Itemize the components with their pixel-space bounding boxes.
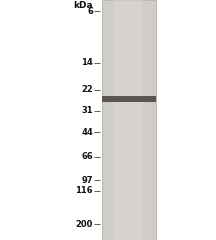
Text: 31: 31 — [81, 106, 93, 115]
Text: 6: 6 — [87, 6, 93, 16]
Text: 66: 66 — [81, 152, 93, 161]
Text: kDa: kDa — [73, 1, 93, 10]
Text: 22: 22 — [81, 85, 93, 95]
Text: 44: 44 — [81, 128, 93, 137]
Bar — [102, 0, 156, 240]
Bar — [102, 96, 156, 102]
Text: 97: 97 — [81, 176, 93, 185]
Bar — [114, 0, 143, 240]
Text: 14: 14 — [81, 58, 93, 67]
Text: 116: 116 — [75, 186, 93, 195]
Text: 200: 200 — [76, 220, 93, 228]
